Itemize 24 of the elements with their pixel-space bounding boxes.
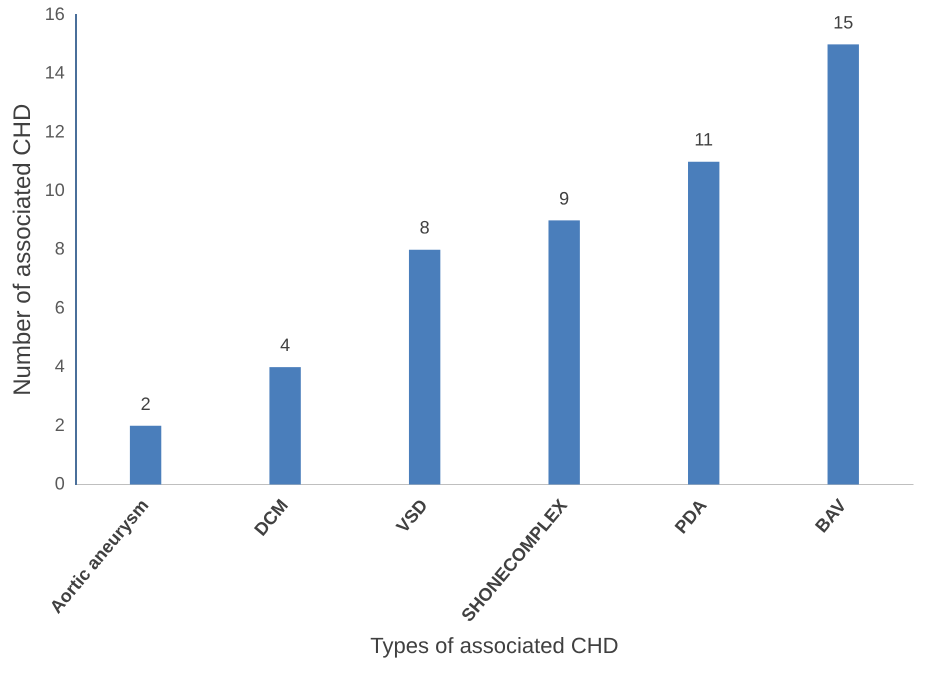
y-tick-label: 2 xyxy=(54,414,65,435)
y-tick-label: 6 xyxy=(54,297,65,318)
y-tick-label: 14 xyxy=(44,62,65,83)
bar xyxy=(548,220,580,484)
y-tick-label: 8 xyxy=(54,238,65,259)
bar xyxy=(828,44,859,484)
data-label: 2 xyxy=(140,394,151,414)
data-label: 9 xyxy=(559,188,570,208)
x-tick-label: VSD xyxy=(392,495,432,537)
bar xyxy=(269,367,301,484)
y-tick-label: 4 xyxy=(54,356,65,376)
data-label: 15 xyxy=(833,12,854,32)
data-label: 4 xyxy=(280,335,290,356)
y-tick-label: 16 xyxy=(44,4,65,24)
bar xyxy=(688,162,720,484)
y-axis-title: Number of associated CHD xyxy=(9,104,36,396)
bar xyxy=(408,250,440,484)
y-tick-label: 12 xyxy=(44,121,65,142)
y-tick-label: 10 xyxy=(44,180,65,200)
x-axis-title: Types of associated CHD xyxy=(370,632,619,658)
y-tick-label: 0 xyxy=(54,473,65,494)
data-label: 8 xyxy=(420,218,430,238)
bar xyxy=(130,426,162,484)
data-label: 11 xyxy=(694,130,714,150)
